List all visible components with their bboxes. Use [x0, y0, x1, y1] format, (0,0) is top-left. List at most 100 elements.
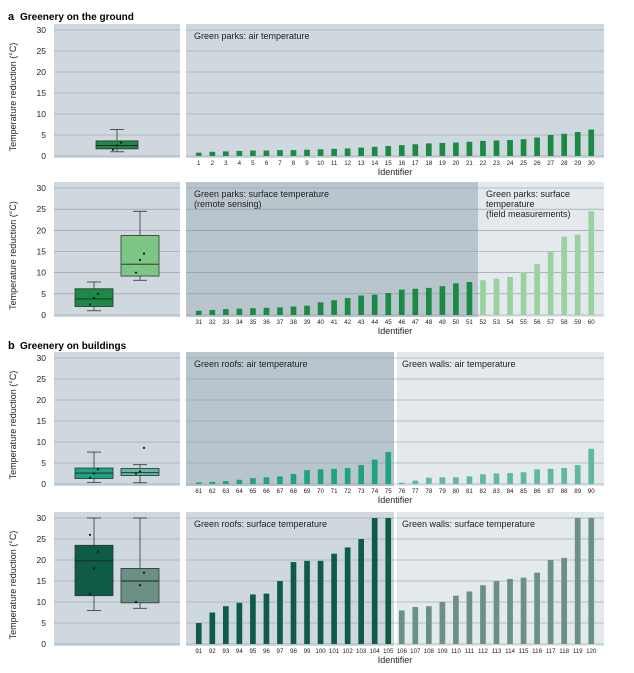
bar-65 [250, 478, 256, 484]
x-tick-label: 97 [277, 648, 284, 655]
group-label: Green walls: surface temperature [402, 519, 535, 529]
x-tick-label: 87 [547, 488, 554, 495]
x-tick-label: 99 [304, 648, 311, 655]
x-tick-label: 19 [439, 160, 446, 167]
bar-16 [398, 145, 405, 156]
y-tick-label: 5 [41, 618, 46, 628]
bar-44 [371, 294, 378, 315]
bar-21 [466, 141, 473, 156]
box-body [74, 544, 114, 597]
y-axis-label: Temperature reduction (°C) [8, 43, 18, 152]
bar-7 [277, 150, 283, 156]
x-tick-label: 37 [277, 319, 284, 326]
group-label: temperature [486, 199, 535, 209]
box-point [138, 470, 142, 473]
bar-8 [290, 150, 297, 156]
x-tick-label: 24 [507, 160, 514, 167]
bar-73 [358, 465, 365, 484]
bar-85 [520, 472, 527, 484]
x-tick-label: 117 [546, 648, 556, 655]
bar-17 [412, 144, 419, 156]
x-tick-label: 13 [358, 160, 365, 167]
x-tick-label: 100 [315, 648, 326, 655]
y-axis-label: Temperature reduction (°C) [8, 531, 18, 640]
x-tick-label: 26 [534, 160, 541, 167]
bar-104 [371, 518, 378, 644]
x-tick-label: 102 [342, 648, 353, 655]
bar-33 [222, 309, 229, 315]
box-point [142, 252, 146, 255]
bar-70 [317, 469, 324, 484]
x-tick-label: 53 [493, 319, 500, 326]
x-tick-label: 96 [263, 648, 270, 655]
box-point [96, 550, 100, 553]
section-titles: a Greenery on the ground b Greenery on b… [8, 11, 134, 352]
bar-35 [250, 308, 256, 315]
bar-109 [439, 602, 446, 644]
box-point [134, 472, 138, 475]
x-tick-label: 45 [385, 319, 392, 326]
x-tick-label: 5 [251, 160, 255, 167]
box-point [88, 476, 92, 479]
bar-106 [398, 610, 405, 644]
bar-10 [317, 149, 324, 156]
x-tick-label: 44 [371, 319, 378, 326]
boxplot-panel [54, 512, 180, 646]
x-tick-label: 62 [209, 488, 216, 495]
x-tick-label: 48 [425, 319, 432, 326]
section-b-title: Greenery on buildings [20, 341, 127, 352]
x-tick-label: 113 [492, 648, 502, 655]
x-axis-label: Identifier [378, 655, 413, 665]
group-label: (field measurements) [486, 209, 571, 219]
x-tick-label: 55 [520, 319, 527, 326]
bar-113 [493, 581, 500, 644]
bar-111 [466, 591, 473, 644]
bar-94 [236, 602, 243, 644]
x-tick-label: 114 [505, 648, 515, 655]
y-tick-label: 0 [41, 310, 46, 320]
y-tick-label: 20 [37, 67, 47, 77]
x-tick-label: 108 [424, 648, 435, 655]
bar-116 [534, 572, 540, 644]
x-tick-label: 60 [588, 319, 595, 326]
bar-61 [195, 482, 202, 484]
bar-101 [331, 553, 337, 644]
section-a-letter: a [8, 11, 15, 23]
y-tick-label: 0 [41, 151, 46, 161]
section-a-title: Greenery on the ground [20, 12, 134, 23]
x-tick-label: 79 [439, 488, 446, 495]
bar-4 [236, 150, 243, 156]
x-tick-label: 120 [586, 648, 597, 655]
bar-25 [520, 139, 527, 156]
box-point [88, 533, 92, 536]
group-label: Green parks: air temperature [194, 31, 310, 41]
bar-108 [425, 606, 432, 644]
x-tick-label: 6 [265, 160, 269, 167]
bar-87 [547, 468, 554, 484]
y-tick-label: 15 [37, 88, 47, 98]
x-tick-label: 9 [305, 160, 309, 167]
chart-row-4: Temperature reduction (°C) 0 5 10 15 20 25 30 91… [8, 512, 604, 665]
x-tick-label: 84 [507, 488, 514, 495]
x-tick-label: 42 [344, 319, 351, 326]
x-tick-label: 49 [439, 319, 446, 326]
x-tick-label: 52 [480, 319, 487, 326]
bar-36 [263, 307, 270, 315]
x-tick-label: 39 [304, 319, 311, 326]
x-tick-label: 7 [278, 160, 282, 167]
x-tick-label: 2 [211, 160, 215, 167]
x-tick-label: 112 [478, 648, 488, 655]
x-tick-label: 17 [412, 160, 419, 167]
x-tick-label: 12 [344, 160, 351, 167]
bar-59 [574, 234, 581, 315]
x-tick-label: 31 [195, 319, 202, 326]
y-tick-label: 10 [37, 597, 47, 607]
bar-12 [344, 148, 351, 156]
x-tick-label: 77 [412, 488, 419, 495]
x-tick-label: 21 [466, 160, 473, 167]
boxplot-panel [54, 352, 180, 486]
x-tick-label: 86 [534, 488, 541, 495]
x-tick-label: 83 [493, 488, 500, 495]
group-label: Green roofs: air temperature [194, 359, 308, 369]
x-tick-label: 34 [236, 319, 243, 326]
